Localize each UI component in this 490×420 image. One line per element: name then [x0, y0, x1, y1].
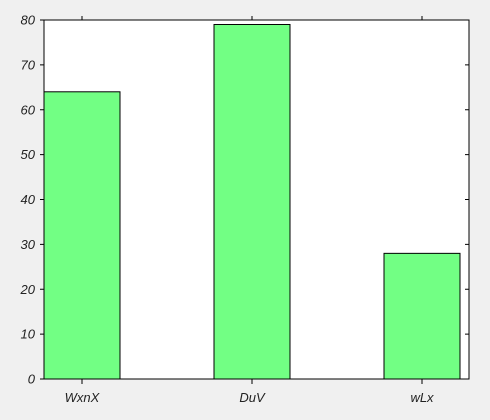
bars-group — [43, 23, 461, 380]
y-tick-label: 10 — [21, 327, 36, 342]
y-tick-label: 70 — [21, 57, 36, 72]
x-tick-labels: WxnX DuV wLx — [65, 390, 434, 405]
y-tick-label: 20 — [20, 282, 36, 297]
bar-wlx — [383, 252, 461, 380]
bar-duv — [213, 23, 291, 380]
y-tick-label: 40 — [21, 192, 36, 207]
bar-wxnx — [43, 91, 121, 380]
x-tick-label: WxnX — [65, 390, 101, 405]
axes-group — [40, 16, 470, 384]
x-tick-label: DuV — [239, 390, 266, 405]
y-tick-label: 50 — [21, 147, 36, 162]
x-tick-label: wLx — [410, 390, 434, 405]
y-tick-label: 60 — [21, 102, 36, 117]
y-tick-label: 80 — [21, 13, 36, 28]
y-tick-labels: 0 10 20 30 40 50 60 70 80 — [20, 13, 36, 387]
y-tick-label: 0 — [28, 372, 36, 387]
y-tick-label: 30 — [21, 237, 36, 252]
